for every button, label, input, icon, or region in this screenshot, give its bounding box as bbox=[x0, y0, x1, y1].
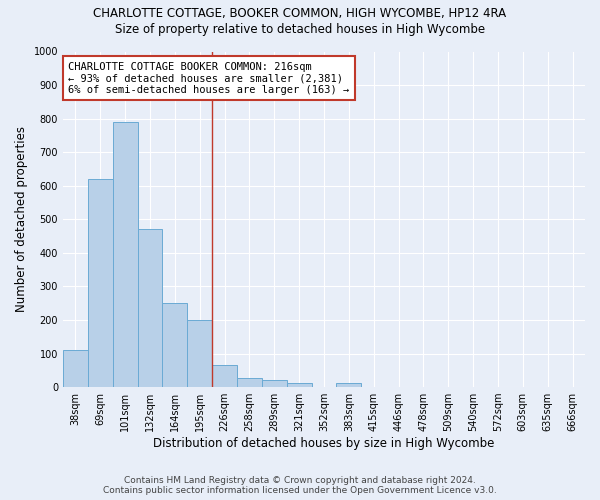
Bar bbox=[113, 122, 137, 387]
X-axis label: Distribution of detached houses by size in High Wycombe: Distribution of detached houses by size … bbox=[153, 437, 494, 450]
Bar bbox=[337, 383, 361, 387]
Y-axis label: Number of detached properties: Number of detached properties bbox=[15, 126, 28, 312]
Text: Size of property relative to detached houses in High Wycombe: Size of property relative to detached ho… bbox=[115, 22, 485, 36]
Text: CHARLOTTE COTTAGE BOOKER COMMON: 216sqm
← 93% of detached houses are smaller (2,: CHARLOTTE COTTAGE BOOKER COMMON: 216sqm … bbox=[68, 62, 349, 95]
Bar bbox=[237, 378, 262, 387]
Bar bbox=[88, 179, 113, 387]
Bar bbox=[212, 366, 237, 387]
Bar bbox=[163, 303, 187, 387]
Bar bbox=[262, 380, 287, 387]
Bar bbox=[63, 350, 88, 387]
Text: CHARLOTTE COTTAGE, BOOKER COMMON, HIGH WYCOMBE, HP12 4RA: CHARLOTTE COTTAGE, BOOKER COMMON, HIGH W… bbox=[94, 8, 506, 20]
Text: Contains HM Land Registry data © Crown copyright and database right 2024.
Contai: Contains HM Land Registry data © Crown c… bbox=[103, 476, 497, 495]
Bar bbox=[187, 320, 212, 387]
Bar bbox=[137, 230, 163, 387]
Bar bbox=[287, 382, 311, 387]
